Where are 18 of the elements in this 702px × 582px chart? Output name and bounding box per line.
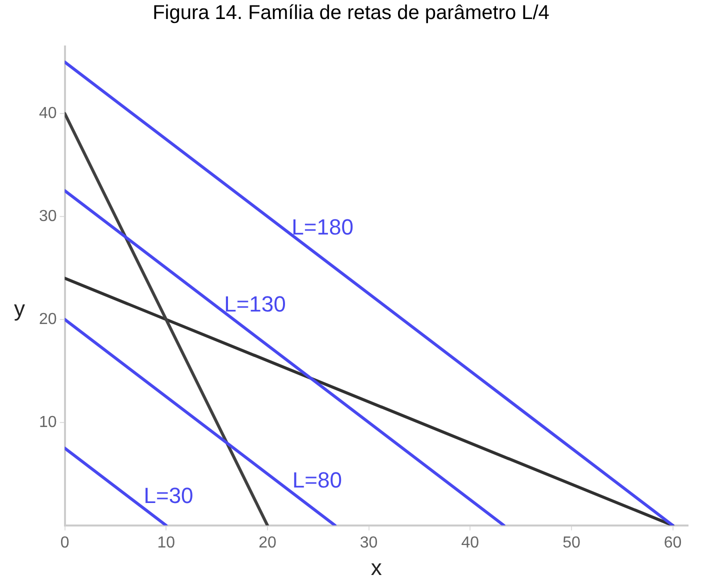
y-tick-label: 30	[39, 208, 57, 225]
x-tick-label: 50	[562, 534, 580, 552]
y-tick-label: 40	[39, 104, 57, 122]
x-tick-label: 60	[664, 534, 682, 552]
x-tick-label: 20	[258, 534, 276, 552]
x-axis-title: x	[370, 554, 382, 580]
x-tick-label: 30	[360, 534, 378, 552]
x-tick-label: 40	[461, 534, 480, 552]
series-label: L=80	[292, 468, 342, 493]
chart-title: Figura 14. Família de retas de parâmetro L/4	[152, 2, 550, 25]
y-tick-label: 10	[39, 414, 57, 431]
x-tick-label: 10	[157, 534, 176, 552]
series-label: L=130	[224, 292, 286, 317]
y-tick-label: 20	[39, 310, 57, 328]
y-axis-title: y	[14, 296, 25, 322]
series-label: L=30	[144, 483, 194, 508]
series-label: L=180	[292, 214, 354, 240]
x-tick-label: 0	[60, 534, 70, 552]
